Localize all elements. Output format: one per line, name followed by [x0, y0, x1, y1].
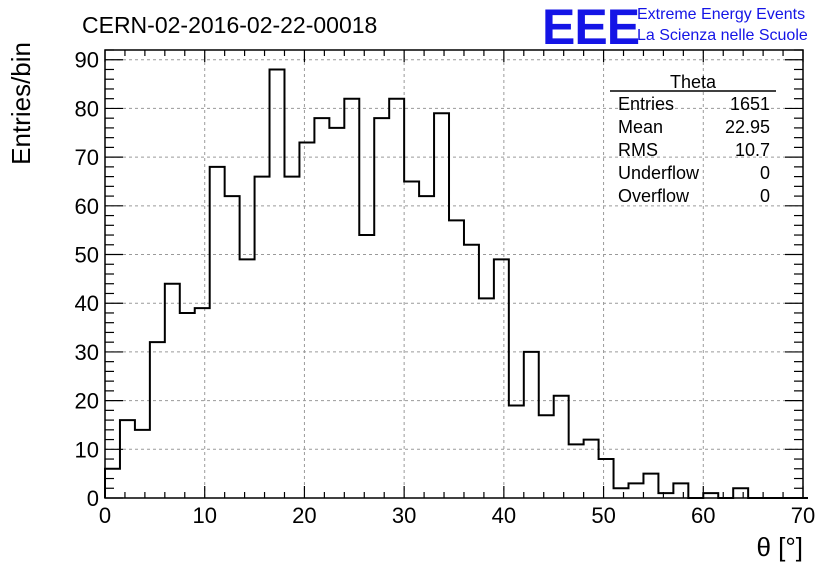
histogram-bin	[225, 196, 240, 498]
y-tick-label: 50	[75, 243, 99, 268]
stats-box: Theta Entries 1651 Mean 22.95 RMS 10.7 U…	[610, 72, 776, 206]
x-tick-label: 10	[192, 503, 216, 528]
histogram-bin	[539, 415, 554, 498]
x-tick-label: 70	[791, 503, 815, 528]
histogram-bin	[479, 298, 494, 498]
x-tick-label: 0	[99, 503, 111, 528]
run-title: CERN-02-2016-02-22-00018	[82, 12, 377, 38]
histogram-bin	[419, 196, 434, 498]
histogram-bin	[195, 308, 210, 498]
y-tick-label: 30	[75, 340, 99, 365]
histogram-bin	[359, 235, 374, 498]
histogram-bin	[614, 488, 629, 498]
x-tick-label: 60	[691, 503, 715, 528]
histogram-bin	[389, 99, 404, 498]
histogram-bin	[509, 405, 524, 498]
x-tick-label: 50	[591, 503, 615, 528]
y-tick-label: 60	[75, 194, 99, 219]
histogram-bin	[329, 128, 344, 498]
y-tick-label: 40	[75, 291, 99, 316]
y-tick-label: 10	[75, 437, 99, 462]
histogram-bin	[569, 444, 584, 498]
stats-value-underflow: 0	[760, 163, 770, 183]
histogram-outline	[104, 68, 808, 499]
histogram-bin	[449, 220, 464, 498]
x-tick-label: 20	[292, 503, 316, 528]
histogram-bin	[554, 396, 569, 498]
histogram-bin	[165, 284, 180, 498]
histogram-bin	[105, 469, 120, 498]
grid	[105, 50, 803, 498]
y-tick-label: 20	[75, 389, 99, 414]
histogram-bin	[344, 99, 359, 498]
stats-label-overflow: Overflow	[618, 186, 690, 206]
eee-logo: EEE Extreme Energy Events La Scienza nel…	[542, 0, 808, 55]
y-axis-label: Entries/bin	[6, 42, 36, 165]
histogram-bin	[733, 488, 748, 498]
histogram-bin	[180, 313, 195, 498]
y-tick-label: 80	[75, 96, 99, 121]
x-axis-label: θ [°]	[756, 532, 803, 562]
stats-label-underflow: Underflow	[618, 163, 700, 183]
stats-value-rms: 10.7	[735, 140, 770, 160]
histogram-bin	[464, 245, 479, 498]
x-tick-label: 40	[492, 503, 516, 528]
histogram-bin	[584, 440, 599, 498]
histogram-bin	[120, 420, 135, 498]
histogram-bin	[150, 342, 165, 498]
x-tick-label: 30	[392, 503, 416, 528]
stats-value-entries: 1651	[730, 94, 770, 114]
histogram-bin	[270, 69, 285, 498]
histogram-bin	[210, 167, 225, 498]
histogram-bin	[284, 177, 299, 498]
histogram-bin	[255, 177, 270, 498]
y-tick-label: 0	[87, 486, 99, 511]
y-tick-label: 70	[75, 145, 99, 170]
histogram-bin	[404, 181, 419, 498]
histogram-bin	[314, 118, 329, 498]
histogram-bin	[299, 143, 314, 498]
logo-mark: EEE	[542, 0, 639, 55]
histogram-bin	[494, 259, 509, 498]
stats-label-mean: Mean	[618, 117, 663, 137]
histogram-bin	[599, 459, 614, 498]
histogram-bin	[135, 430, 150, 498]
plot-frame	[104, 49, 804, 499]
histogram-bin	[524, 352, 539, 498]
logo-line-2: La Scienza nelle Scuole	[637, 27, 808, 44]
stats-label-entries: Entries	[618, 94, 674, 114]
histogram-bin	[374, 118, 389, 498]
stats-label-rms: RMS	[618, 140, 658, 160]
stats-title: Theta	[670, 72, 717, 92]
histogram-bin	[643, 474, 658, 498]
histogram-bin	[434, 113, 449, 498]
logo-line-1: Extreme Energy Events	[637, 6, 805, 23]
stats-value-mean: 22.95	[725, 117, 770, 137]
stats-value-overflow: 0	[760, 186, 770, 206]
histogram-bin	[673, 483, 688, 498]
tick-labels: 0 10 20 30 40 50 60 70 0 10 20 30 40 50 60 70 80 90	[75, 48, 816, 528]
histogram-bin	[240, 259, 255, 498]
y-tick-label: 90	[75, 48, 99, 73]
histogram-bin	[629, 483, 644, 498]
